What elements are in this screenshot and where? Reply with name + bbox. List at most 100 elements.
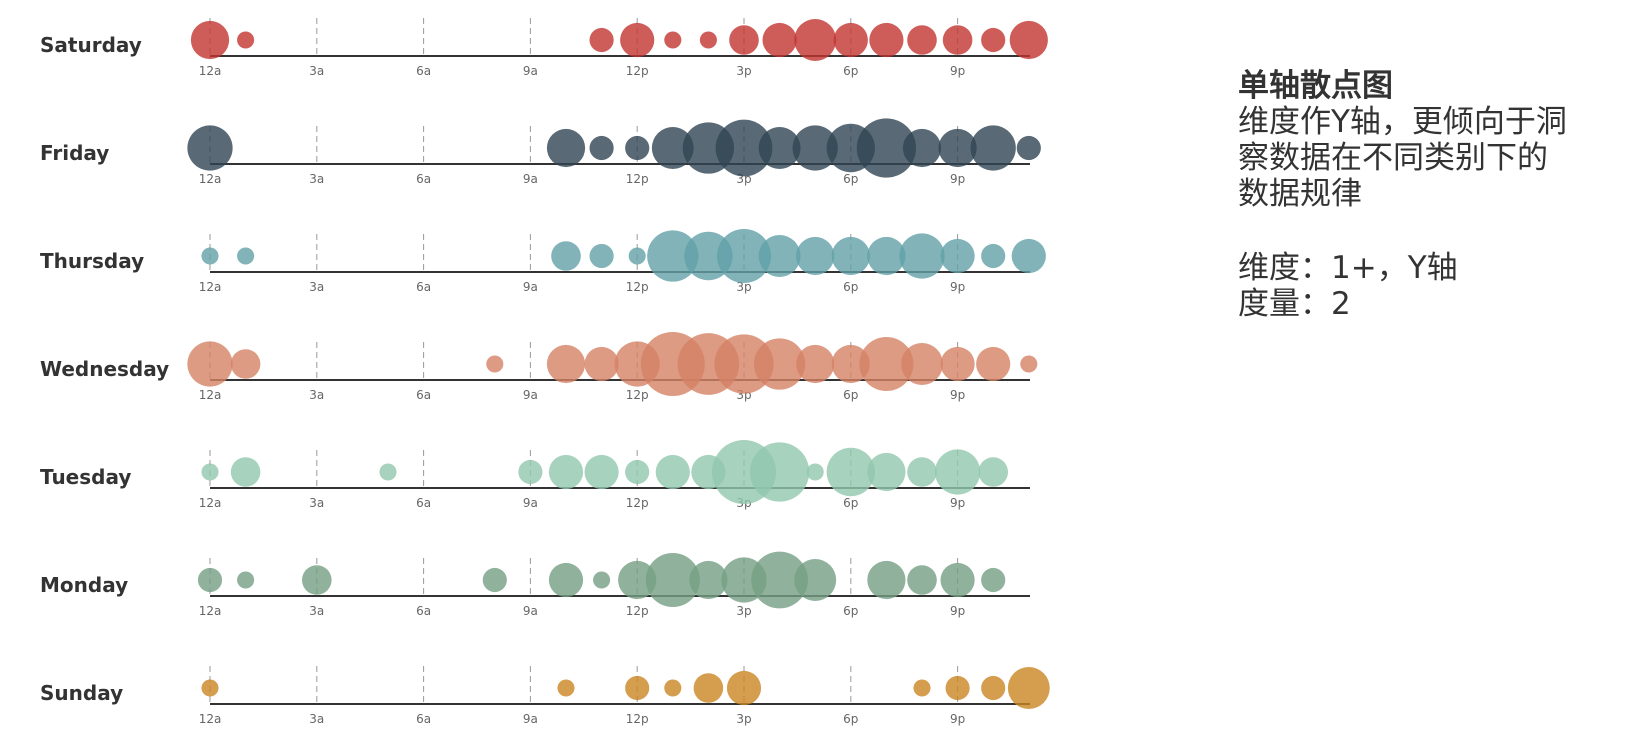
data-point[interactable] (856, 118, 917, 178)
data-point[interactable] (1011, 238, 1046, 274)
data-point[interactable] (618, 560, 657, 600)
data-point[interactable] (833, 22, 868, 58)
data-point[interactable] (1009, 20, 1048, 60)
data-point[interactable] (187, 125, 233, 171)
data-point[interactable] (867, 452, 906, 492)
data-point[interactable] (758, 127, 801, 169)
data-point[interactable] (869, 22, 904, 58)
data-point[interactable] (237, 571, 255, 589)
data-point[interactable] (859, 336, 914, 392)
data-point[interactable] (557, 679, 575, 697)
data-point[interactable] (794, 19, 837, 61)
data-point[interactable] (945, 675, 970, 701)
data-point[interactable] (978, 457, 1009, 487)
data-point[interactable] (237, 247, 255, 265)
data-point[interactable] (796, 344, 835, 384)
data-point[interactable] (584, 454, 619, 490)
data-point[interactable] (589, 243, 614, 269)
tick-label: 9p (950, 712, 965, 726)
data-point[interactable] (651, 127, 694, 169)
data-point[interactable] (940, 238, 975, 274)
data-point[interactable] (546, 128, 586, 168)
data-point[interactable] (625, 135, 650, 161)
data-point[interactable] (726, 670, 762, 706)
data-point[interactable] (826, 447, 875, 497)
data-point[interactable] (584, 346, 619, 382)
data-point[interactable] (758, 235, 801, 277)
data-point[interactable] (197, 567, 223, 593)
data-point[interactable] (729, 25, 759, 55)
data-point[interactable] (942, 25, 973, 55)
data-point[interactable] (190, 20, 230, 60)
data-point[interactable] (1016, 135, 1041, 161)
data-point[interactable] (913, 679, 931, 697)
data-point[interactable] (899, 233, 945, 279)
data-point[interactable] (907, 457, 937, 487)
row-sunday: 12a 3a 6a 9a 12p 3p 6p 9p Sunday (40, 666, 1050, 726)
data-point[interactable] (548, 562, 584, 598)
data-point[interactable] (940, 562, 975, 598)
data-point[interactable] (628, 247, 646, 265)
tick-label: 3a (309, 64, 324, 78)
data-point[interactable] (753, 338, 806, 390)
data-point[interactable] (664, 31, 682, 49)
data-point[interactable] (551, 241, 581, 271)
data-point[interactable] (831, 344, 870, 384)
data-point[interactable] (187, 341, 233, 387)
data-point[interactable] (655, 454, 690, 490)
data-point[interactable] (201, 247, 219, 265)
data-point[interactable] (201, 679, 219, 697)
tick-label: 9p (950, 604, 965, 618)
data-point[interactable] (1020, 355, 1038, 373)
data-point[interactable] (794, 559, 837, 601)
data-point[interactable] (237, 31, 255, 49)
data-point[interactable] (970, 125, 1016, 171)
data-point[interactable] (546, 344, 586, 384)
data-point[interactable] (831, 236, 870, 276)
data-point[interactable] (548, 454, 584, 490)
data-point[interactable] (620, 22, 655, 58)
data-point[interactable] (981, 243, 1006, 269)
data-point[interactable] (625, 675, 650, 701)
data-point[interactable] (792, 125, 838, 171)
data-point[interactable] (907, 25, 937, 55)
data-point[interactable] (751, 551, 808, 609)
data-point[interactable] (589, 27, 614, 53)
data-point[interactable] (934, 449, 981, 495)
data-point[interactable] (230, 457, 261, 487)
data-point[interactable] (902, 128, 942, 168)
data-point[interactable] (867, 560, 906, 600)
data-point[interactable] (699, 31, 717, 49)
data-point[interactable] (981, 567, 1006, 593)
data-point[interactable] (645, 552, 700, 608)
data-point[interactable] (981, 675, 1006, 701)
data-point[interactable] (693, 673, 724, 703)
data-point[interactable] (981, 27, 1006, 53)
data-point[interactable] (201, 463, 219, 481)
data-point[interactable] (749, 442, 810, 502)
data-point[interactable] (907, 565, 937, 595)
data-point[interactable] (589, 135, 614, 161)
data-point[interactable] (647, 230, 699, 282)
data-point[interactable] (716, 228, 772, 284)
data-point[interactable] (379, 463, 397, 481)
data-point[interactable] (715, 119, 773, 177)
data-point[interactable] (689, 560, 728, 600)
data-point[interactable] (486, 355, 504, 373)
data-point[interactable] (976, 346, 1011, 382)
data-point[interactable] (806, 463, 824, 481)
data-point[interactable] (940, 346, 975, 382)
data-point[interactable] (482, 567, 507, 593)
data-point[interactable] (625, 459, 650, 485)
data-point[interactable] (867, 236, 906, 276)
data-point[interactable] (762, 22, 797, 58)
data-point[interactable] (664, 679, 682, 697)
data-point[interactable] (1007, 667, 1050, 709)
data-point[interactable] (230, 349, 261, 379)
data-point[interactable] (938, 128, 977, 168)
data-point[interactable] (301, 565, 332, 595)
data-point[interactable] (518, 459, 543, 485)
data-point[interactable] (593, 571, 611, 589)
data-point[interactable] (901, 343, 943, 385)
data-point[interactable] (796, 236, 835, 276)
